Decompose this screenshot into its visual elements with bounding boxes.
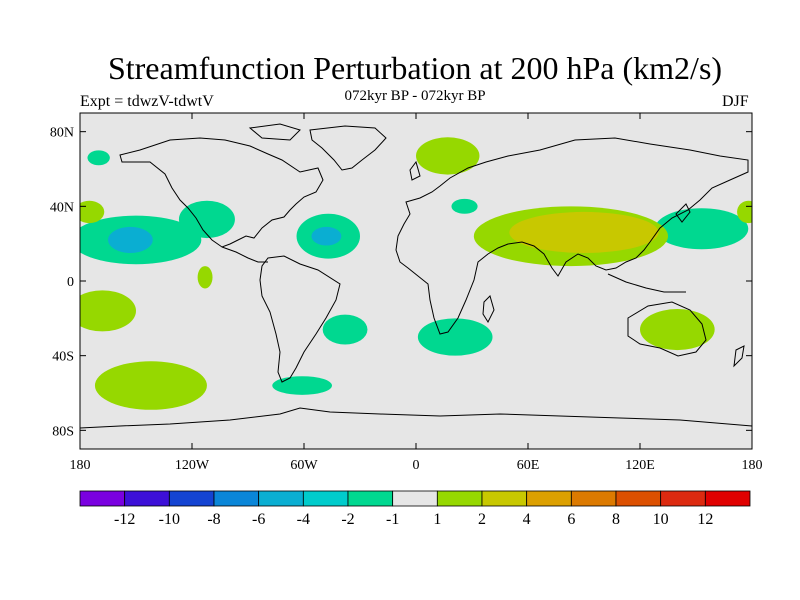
y-tick-label: 80S [52,424,74,439]
colorbar-label: -2 [341,511,354,528]
coastline-madagascar [482,295,495,324]
colorbar-swatch [213,490,260,507]
y-tick-label: 80N [50,126,74,141]
coastline-antarctica [80,407,752,429]
anomaly-scandinavia [416,137,480,175]
colorbar-label: 6 [567,511,575,528]
colorbar-swatch [436,490,483,507]
colorbar-label: 8 [612,511,620,528]
colorbar-label: -10 [159,511,180,528]
anomaly-south-africa [417,318,493,356]
colorbar-label: -4 [297,511,310,528]
colorbar-swatch [347,490,394,507]
y-tick-label: 40N [50,200,74,215]
colorbar: -12 -10 -8 -6 -4 -2 -1 1 2 4 6 8 10 12 [79,490,751,528]
colorbar-swatch [168,490,215,507]
anomaly-north-atlantic-core [311,226,342,246]
colorbar-swatch [481,490,528,507]
colorbar-label: -12 [114,511,135,528]
coastline-greenland [309,125,387,171]
y-tick-label: 40S [52,350,74,365]
anomaly-australia [640,309,715,351]
coastline-layer [80,123,752,429]
colorbar-label: 4 [523,511,531,528]
plot-title: Streamfunction Perturbation at 200 hPa (… [107,50,723,86]
colorbar-swatch [570,490,617,507]
anomaly-east-pacific-equator [197,266,213,289]
colorbar-swatch [258,490,304,507]
coastline-australia [627,301,707,357]
colorbar-label: 10 [653,511,669,528]
anomaly-south-pacific [94,361,207,410]
anomaly-south-atlantic [322,314,368,345]
x-tick-label: 60E [517,458,540,473]
y-tick-label: 0 [67,275,74,290]
anomaly-central-pacific-south [80,290,136,332]
season-label: DJF [722,93,749,110]
x-tick-label: 0 [413,458,420,473]
experiment-label: Expt = tdwzV-tdwtV [80,93,214,110]
anomaly-drake-passage [272,376,332,395]
colorbar-swatch [660,490,706,507]
colorbar-swatch [124,490,170,507]
coastline-uk [409,160,421,181]
x-tick-label: 180 [742,458,763,473]
x-tick-label: 120E [625,458,655,473]
coastline-arctic-islands [248,123,301,141]
coastline-south-america [259,255,341,383]
colorbar-swatch [302,490,349,507]
anomaly-asia-core [509,211,659,253]
plot-subtitle: 072kyr BP - 072kyr BP [344,88,486,104]
colorbar-label: 12 [697,511,713,528]
anomaly-west-pacific [654,208,749,250]
anomaly-mediterranean [451,198,478,214]
anomaly-layer [80,137,752,410]
colorbar-label: 1 [433,511,441,528]
axis-layer: 80N 40N 0 40S 80S 180 120W 60W 0 60E 120E 180 [50,113,763,473]
anomaly-greenland-arctic [87,150,110,166]
anomaly-far-east-west [737,200,752,224]
colorbar-swatch [704,490,751,507]
coastline-indonesia [607,273,686,293]
anomaly-eastern-pacific-north [178,200,235,239]
colorbar-swatch [79,490,126,507]
coastline-new-zealand [733,345,745,368]
colorbar-swatch [526,490,572,507]
colorbar-label: -1 [386,511,399,528]
x-tick-label: 60W [290,458,318,473]
coastline-japan [675,203,691,223]
coastline-central-america [221,246,268,263]
colorbar-label: -8 [207,511,220,528]
coastline-north-america [119,137,324,248]
x-tick-label: 120W [175,458,210,473]
colorbar-label: -6 [252,511,265,528]
anomaly-central-pacific-core [107,226,153,253]
colorbar-label: 2 [478,511,486,528]
colorbar-swatch [392,490,438,507]
anomaly-north-pacific-west [80,200,105,224]
coastline-eurasia-africa [395,137,749,335]
colorbar-swatch [615,490,662,507]
x-tick-label: 180 [70,458,91,473]
